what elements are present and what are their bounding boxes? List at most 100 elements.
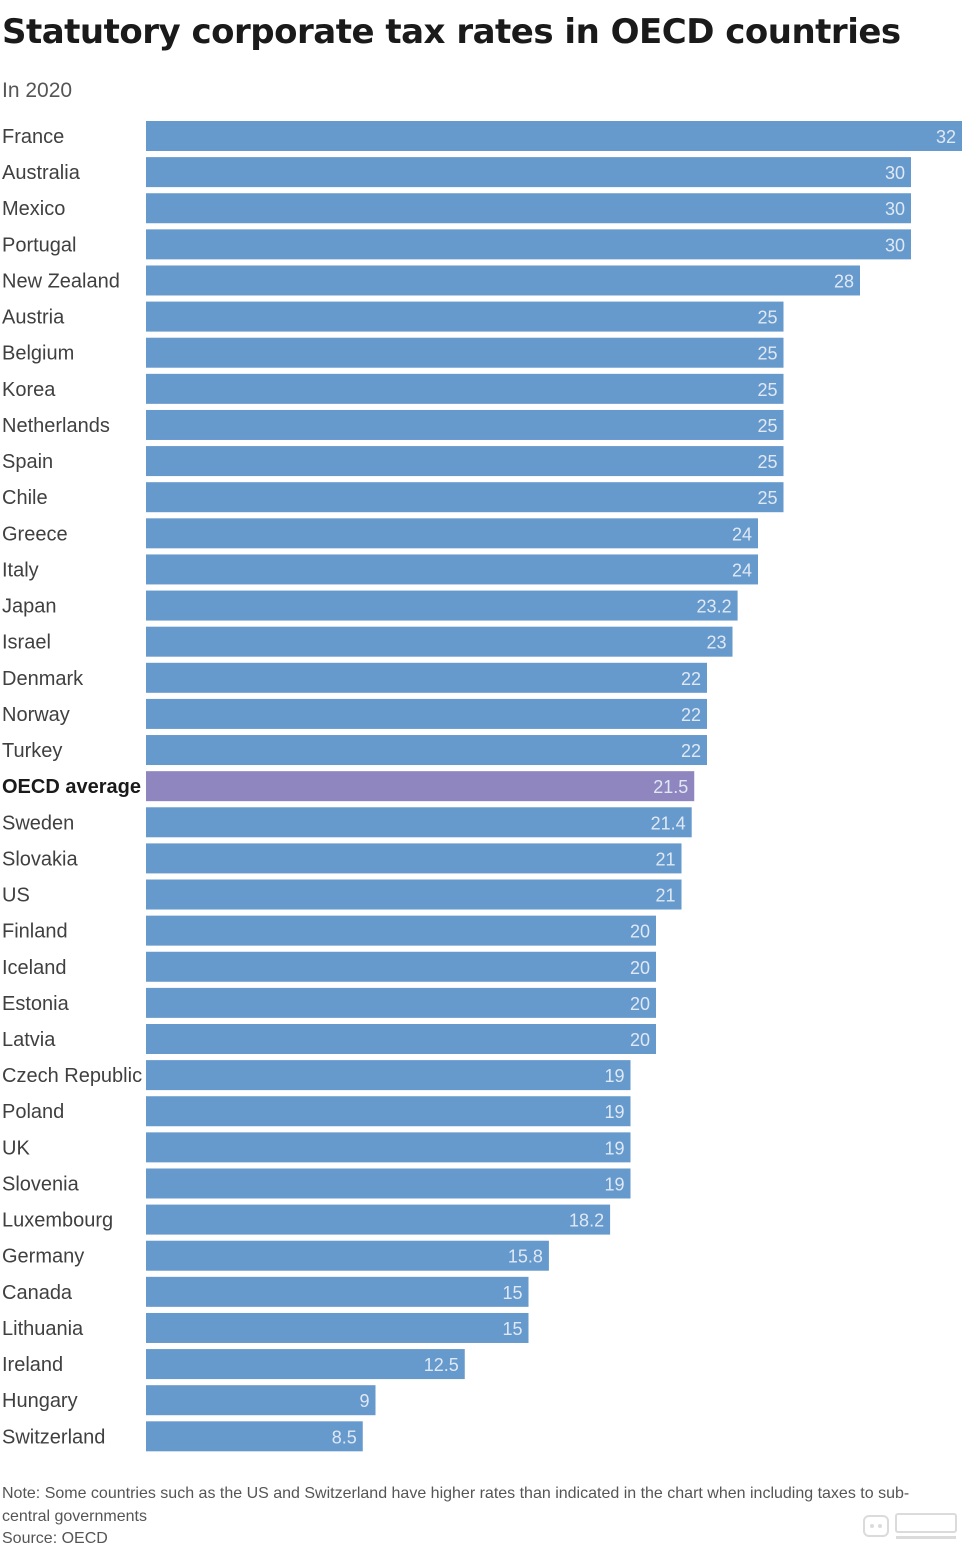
category-label: Sweden — [2, 812, 74, 834]
value-label: 25 — [757, 380, 777, 400]
value-label: 19 — [604, 1102, 624, 1122]
category-label: Lithuania — [2, 1318, 84, 1340]
bar — [146, 590, 738, 621]
category-label: Netherlands — [2, 415, 110, 437]
value-label: 25 — [757, 308, 777, 328]
value-label: 25 — [757, 488, 777, 508]
category-label: Norway — [2, 704, 70, 726]
bar — [146, 482, 784, 513]
bar-chart: France 32 Australia 30 Mexico 30 Portugal 30 New… — [2, 121, 962, 1452]
category-label: UK — [2, 1137, 30, 1159]
category-label: Denmark — [2, 668, 84, 690]
bar — [146, 1385, 376, 1416]
category-label: Ireland — [2, 1354, 63, 1376]
value-label: 19 — [604, 1138, 624, 1158]
bar — [146, 1276, 529, 1307]
category-label: Czech Republic — [2, 1065, 142, 1087]
category-label: Chile — [2, 487, 48, 509]
value-label: 30 — [885, 235, 905, 255]
value-label: 8.5 — [332, 1427, 357, 1447]
value-label: 15.8 — [508, 1247, 543, 1267]
bar — [146, 554, 758, 585]
category-label: Slovenia — [2, 1173, 80, 1195]
bar — [146, 229, 911, 260]
category-label: Italy — [2, 559, 39, 581]
bar — [146, 446, 784, 477]
value-label: 19 — [604, 1174, 624, 1194]
category-label: Luxembourg — [2, 1210, 113, 1232]
category-label: Australia — [2, 162, 81, 184]
category-label: Poland — [2, 1101, 64, 1123]
watermark-logo — [863, 1513, 957, 1539]
value-label: 9 — [359, 1391, 369, 1411]
value-label: 22 — [681, 741, 701, 761]
bar — [146, 843, 682, 874]
bar — [146, 915, 656, 946]
value-label: 12.5 — [424, 1355, 459, 1375]
value-label: 24 — [732, 560, 752, 580]
category-label: Slovakia — [2, 848, 78, 870]
bar — [146, 1024, 656, 1054]
bar — [146, 373, 784, 404]
bar — [146, 1168, 631, 1199]
value-label: 21 — [655, 886, 675, 906]
category-label: Greece — [2, 523, 68, 545]
bar — [146, 807, 692, 838]
category-label: Germany — [2, 1246, 84, 1268]
category-label: US — [2, 885, 30, 907]
value-label: 20 — [630, 922, 650, 942]
value-label: 15 — [502, 1319, 522, 1339]
value-label: 25 — [757, 452, 777, 472]
bar — [146, 879, 682, 910]
value-label: 22 — [681, 705, 701, 725]
value-label: 20 — [630, 958, 650, 978]
bar — [146, 951, 656, 982]
category-label: Turkey — [2, 740, 62, 762]
category-label: Belgium — [2, 343, 74, 365]
bar — [146, 121, 962, 151]
bar — [146, 662, 707, 693]
bar — [146, 698, 707, 729]
bar — [146, 1421, 363, 1452]
bar — [146, 987, 656, 1018]
category-label: Canada — [2, 1282, 73, 1304]
value-label: 28 — [834, 271, 854, 291]
bar — [146, 735, 707, 766]
bar — [146, 626, 733, 657]
value-label: 30 — [885, 163, 905, 183]
bar — [146, 301, 784, 332]
bar — [146, 1132, 631, 1163]
category-label: Portugal — [2, 234, 77, 256]
bar — [146, 337, 784, 368]
value-label: 20 — [630, 994, 650, 1014]
bar — [146, 157, 911, 188]
value-label: 18.2 — [569, 1211, 604, 1231]
chart-source: Source: OECD — [2, 1530, 108, 1547]
category-label: Finland — [2, 921, 68, 943]
value-label: 30 — [885, 199, 905, 219]
value-label: 21.4 — [651, 813, 686, 833]
value-label: 24 — [732, 524, 752, 544]
category-label: France — [2, 126, 64, 148]
category-label: Austria — [2, 307, 65, 329]
value-label: 25 — [757, 416, 777, 436]
bar — [146, 1096, 631, 1127]
value-label: 23.2 — [697, 597, 732, 617]
bar — [146, 1349, 465, 1380]
category-label: Latvia — [2, 1029, 56, 1051]
value-label: 21.5 — [653, 777, 688, 797]
bar — [146, 518, 758, 549]
bar — [146, 1060, 631, 1091]
value-label: 20 — [630, 1030, 650, 1050]
bar — [146, 1312, 529, 1343]
bar-average — [146, 771, 695, 802]
value-label: 22 — [681, 669, 701, 689]
category-label: Mexico — [2, 198, 65, 220]
category-label: Iceland — [2, 957, 67, 979]
chart-note: Note: Some countries such as the US and … — [2, 1485, 910, 1525]
bar — [146, 265, 860, 296]
value-label: 25 — [757, 344, 777, 364]
category-label: Israel — [2, 632, 51, 654]
bar — [146, 193, 911, 224]
category-label: New Zealand — [2, 270, 120, 292]
